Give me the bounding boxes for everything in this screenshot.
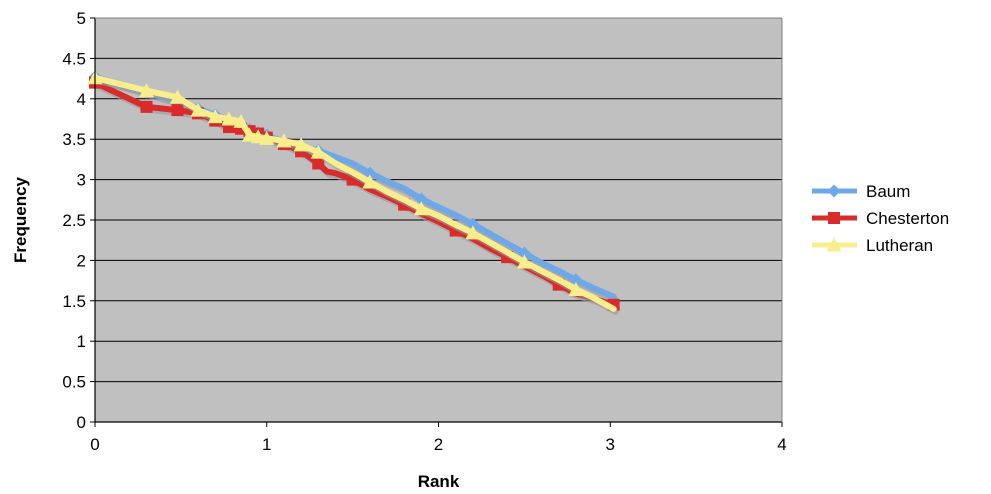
data-point — [568, 281, 584, 296]
legend-marker — [827, 184, 841, 198]
data-point — [414, 192, 428, 206]
x-tick-label: 1 — [262, 435, 271, 454]
series-lines — [87, 70, 620, 315]
y-axis-title: Frequency — [11, 176, 30, 263]
data-point — [569, 273, 583, 287]
x-tick-label: 4 — [777, 435, 786, 454]
x-tick-label: 3 — [606, 435, 615, 454]
legend-label: Lutheran — [866, 236, 933, 255]
legend-marker — [828, 212, 840, 224]
data-point — [413, 201, 429, 216]
data-point — [310, 144, 326, 159]
series-lutheran — [87, 70, 619, 315]
data-point — [221, 111, 237, 126]
data-point — [250, 129, 266, 144]
legend-marker — [826, 237, 842, 252]
legend-item-chesterton: Chesterton — [812, 209, 949, 228]
y-tick-label: 1 — [77, 332, 86, 351]
data-point — [465, 225, 481, 240]
data-point — [233, 113, 249, 128]
legend: Baum Chesterton Lutheran — [812, 182, 949, 255]
y-tick-label: 4.5 — [62, 49, 86, 68]
axes: 0 0.5 1 1.5 2 2.5 3 3.5 4 4.5 5 0 1 2 3 4 — [62, 9, 786, 454]
legend-label: Baum — [866, 182, 910, 201]
data-point — [517, 246, 531, 260]
legend-item-baum: Baum — [812, 182, 910, 201]
y-tick-label: 0.5 — [62, 373, 86, 392]
data-point — [259, 130, 275, 145]
data-point — [293, 137, 309, 152]
y-tick-label: 0 — [77, 413, 86, 432]
data-point — [242, 127, 258, 142]
data-point — [140, 100, 153, 113]
data-point — [363, 166, 377, 180]
data-point — [171, 104, 184, 117]
y-tick-label: 2.5 — [62, 211, 86, 230]
legend-label: Chesterton — [866, 209, 949, 228]
y-tick-label: 5 — [77, 9, 86, 28]
data-point — [516, 254, 532, 269]
x-axis-title: Rank — [418, 472, 460, 491]
y-tick-label: 3 — [77, 171, 86, 190]
data-point — [312, 157, 325, 170]
y-tick-label: 3.5 — [62, 130, 86, 149]
legend-item-lutheran: Lutheran — [812, 236, 933, 255]
data-point — [362, 174, 378, 189]
data-point — [207, 109, 223, 124]
x-tick-label: 0 — [90, 435, 99, 454]
data-point — [190, 102, 206, 117]
data-point — [139, 83, 155, 98]
data-point — [466, 217, 480, 231]
y-tick-label: 4 — [77, 90, 86, 109]
data-point — [276, 133, 292, 148]
y-tick-label: 2 — [77, 251, 86, 270]
x-tick-label: 2 — [434, 435, 443, 454]
data-point — [169, 89, 185, 104]
y-tick-label: 1.5 — [62, 292, 86, 311]
